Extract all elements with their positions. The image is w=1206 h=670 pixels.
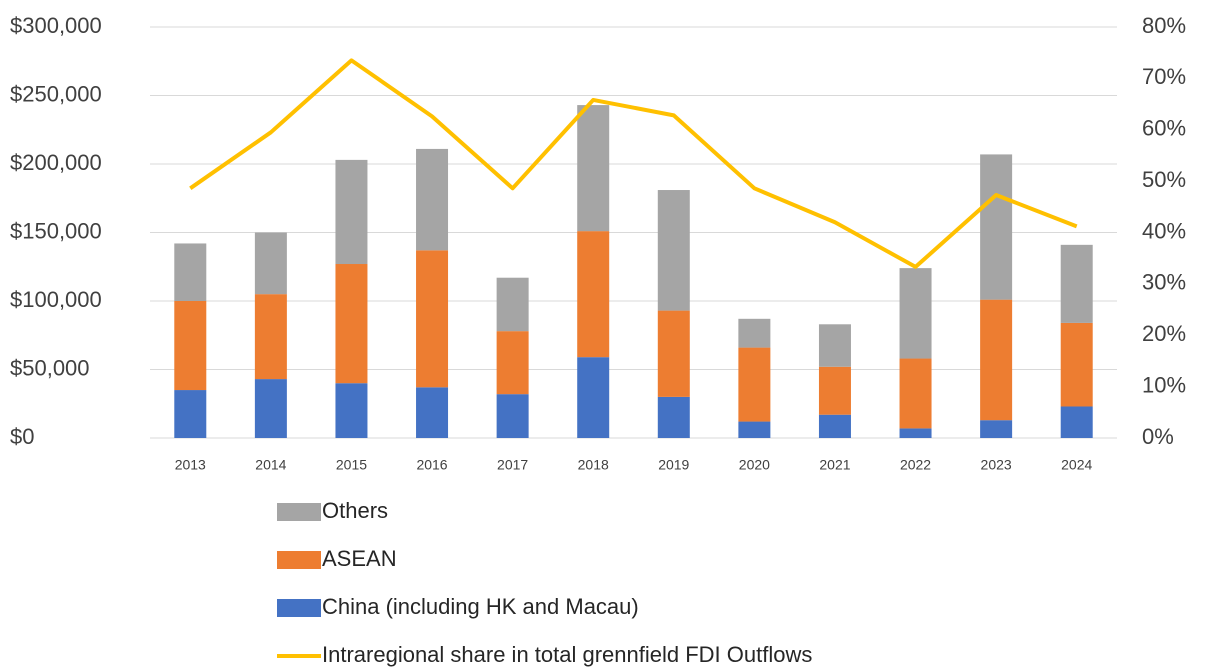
- y2-tick-label: 80%: [1142, 13, 1186, 38]
- bar-segment: [818, 366, 851, 415]
- y2-tick-label: 60%: [1142, 116, 1186, 141]
- x-tick-label: 2015: [336, 457, 367, 473]
- bar-segment: [657, 310, 690, 397]
- y2-tick-label: 10%: [1142, 372, 1186, 397]
- bar-segment: [416, 387, 449, 438]
- x-tick-label: 2013: [175, 457, 206, 473]
- bar-segment: [254, 294, 287, 380]
- bar-segment: [335, 264, 368, 384]
- bar-segment: [657, 396, 690, 438]
- bar-segment: [577, 105, 610, 232]
- bar-segment: [980, 299, 1013, 421]
- y-tick-label: $100,000: [10, 287, 102, 312]
- y2-tick-label: 20%: [1142, 321, 1186, 346]
- legend-label: Others: [322, 498, 388, 523]
- bar-segment: [174, 243, 207, 301]
- bar-segment: [496, 331, 529, 395]
- legend-label: ASEAN: [322, 546, 397, 571]
- bar-segment: [416, 148, 449, 251]
- bar-segment: [1060, 322, 1093, 407]
- bar-segment: [496, 277, 529, 332]
- y-tick-label: $200,000: [10, 150, 102, 175]
- bar-segment: [1060, 244, 1093, 323]
- bar-segment: [899, 358, 932, 429]
- bar-segment: [738, 421, 771, 438]
- bar-segment: [899, 268, 932, 359]
- bar-segment: [335, 159, 368, 265]
- legend-swatch: [277, 551, 321, 569]
- y2-tick-label: 40%: [1142, 218, 1186, 243]
- y2-tick-label: 70%: [1142, 64, 1186, 89]
- bar-segment: [980, 154, 1013, 300]
- bar-segment: [899, 428, 932, 438]
- share-line: [189, 58, 1078, 269]
- x-tick-label: 2018: [578, 457, 609, 473]
- legend-label: China (including HK and Macau): [322, 594, 639, 619]
- y-tick-label: $150,000: [10, 218, 102, 243]
- bar-segment: [496, 394, 529, 438]
- y2-tick-label: 0%: [1142, 424, 1174, 449]
- bar-segment: [254, 379, 287, 438]
- y2-tick-label: 30%: [1142, 270, 1186, 295]
- x-tick-label: 2016: [416, 457, 447, 473]
- bar-segment: [818, 324, 851, 367]
- bar-segment: [738, 347, 771, 422]
- bar-segment: [577, 231, 610, 358]
- y2-tick-label: 50%: [1142, 167, 1186, 192]
- bar-segment: [1060, 406, 1093, 438]
- bar-segment: [980, 420, 1013, 438]
- bar-segment: [818, 414, 851, 438]
- bar-segment: [416, 250, 449, 388]
- bar-segment: [335, 383, 368, 438]
- y-tick-label: $250,000: [10, 81, 102, 106]
- x-tick-label: 2017: [497, 457, 528, 473]
- x-tick-label: 2020: [739, 457, 770, 473]
- legend-label: Intraregional share in total grennfield …: [322, 642, 812, 667]
- y-tick-label: $300,000: [10, 13, 102, 38]
- bar-segment: [254, 232, 287, 295]
- bar-segment: [174, 390, 207, 438]
- x-tick-label: 2021: [819, 457, 850, 473]
- bar-segment: [577, 357, 610, 438]
- x-tick-label: 2023: [981, 457, 1012, 473]
- bar-segment: [657, 190, 690, 311]
- bar-segment: [738, 318, 771, 348]
- bar-segment: [174, 301, 207, 391]
- x-tick-label: 2024: [1061, 457, 1092, 473]
- x-tick-label: 2019: [658, 457, 689, 473]
- x-tick-label: 2014: [255, 457, 286, 473]
- legend-swatch: [277, 599, 321, 617]
- legend-swatch: [277, 503, 321, 521]
- y-tick-label: $50,000: [10, 355, 90, 380]
- y-tick-label: $0: [10, 424, 34, 449]
- x-tick-label: 2022: [900, 457, 931, 473]
